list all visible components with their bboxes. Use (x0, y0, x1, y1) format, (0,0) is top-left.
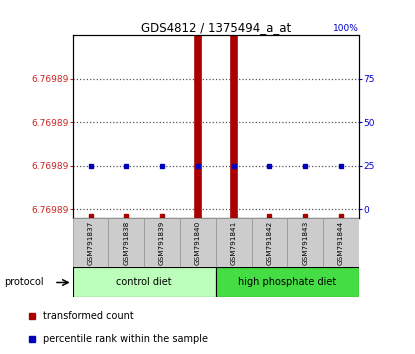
Bar (216, 267, 359, 297)
Text: GSM791839: GSM791839 (159, 220, 165, 265)
Text: control diet: control diet (116, 277, 172, 287)
Bar (108, 218, 144, 267)
Title: GDS4812 / 1375494_a_at: GDS4812 / 1375494_a_at (141, 21, 291, 34)
Bar (216, 218, 251, 267)
Text: GSM791843: GSM791843 (302, 220, 308, 265)
Bar (73, 267, 216, 297)
Bar (287, 218, 323, 267)
Text: protocol: protocol (4, 278, 44, 287)
Text: high phosphate diet: high phosphate diet (238, 277, 337, 287)
Bar (73, 218, 108, 267)
Text: percentile rank within the sample: percentile rank within the sample (43, 334, 208, 344)
Text: 100%: 100% (333, 24, 359, 33)
Text: GSM791841: GSM791841 (231, 220, 237, 265)
Text: GSM791837: GSM791837 (88, 220, 93, 265)
Text: GSM791842: GSM791842 (266, 220, 273, 265)
Text: GSM791838: GSM791838 (123, 220, 129, 265)
Bar (251, 218, 287, 267)
Text: GSM791844: GSM791844 (338, 220, 344, 265)
Text: GSM791840: GSM791840 (195, 220, 201, 265)
Bar (144, 218, 180, 267)
Bar (180, 218, 216, 267)
Bar (323, 218, 359, 267)
Text: transformed count: transformed count (43, 311, 134, 321)
